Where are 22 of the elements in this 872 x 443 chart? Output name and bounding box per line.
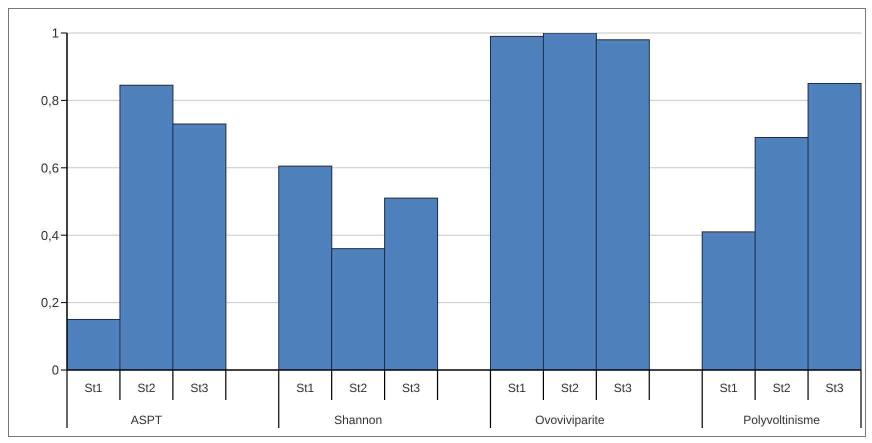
text: Polyvoltinisme xyxy=(743,413,820,427)
y-tick-label: 0,8 xyxy=(40,93,59,108)
text: ASPT xyxy=(130,413,163,427)
x-tick-label: St3 xyxy=(614,381,632,395)
y-tick-label: 0 xyxy=(52,362,59,378)
x-tick-label: St2 xyxy=(349,381,368,395)
x-tick-label: St3 xyxy=(826,381,844,395)
y-tick-label: 0,4 xyxy=(40,228,59,243)
x-tick-label: St1 xyxy=(508,381,526,395)
x-tick-label: St2 xyxy=(137,381,156,395)
x-tick-label: St2 xyxy=(772,381,791,395)
y-tick-label: 0,2 xyxy=(40,295,59,310)
y-tick-label: 1 xyxy=(52,26,59,41)
x-tick-label: St2 xyxy=(560,381,580,395)
x-tick-label: St1 xyxy=(84,381,103,395)
x-tick-label: St3 xyxy=(402,381,420,395)
text: Shannon xyxy=(334,413,382,427)
x-tick-label: St3 xyxy=(190,381,209,395)
x-tick-label: St1 xyxy=(296,381,315,395)
text: Ovoviviparite xyxy=(535,413,605,427)
x-tick-label: St1 xyxy=(720,381,738,395)
y-tick-label: 0,6 xyxy=(40,160,59,176)
